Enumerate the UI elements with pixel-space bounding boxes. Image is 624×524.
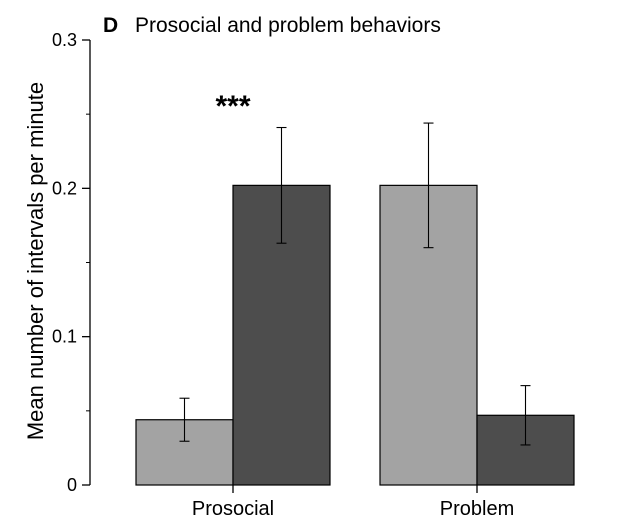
chart-title: Prosocial and problem behaviors bbox=[135, 14, 441, 37]
error-bars bbox=[179, 122, 531, 446]
y-tick-label: 0.3 bbox=[52, 30, 77, 50]
annotations: *** bbox=[215, 90, 250, 123]
bar bbox=[232, 184, 331, 486]
x-tick-label: Prosocial bbox=[192, 498, 274, 520]
y-axis-label: Mean number of intervals per minute bbox=[23, 82, 48, 440]
bars bbox=[135, 184, 575, 486]
y-tick-label: 0.2 bbox=[52, 178, 77, 198]
y-tick-label: 0.1 bbox=[52, 327, 77, 347]
x-axis: Prosocial Problem bbox=[192, 485, 514, 520]
y-tick-label: 0 bbox=[67, 475, 77, 495]
y-axis: 0 0.1 0.2 0.3 bbox=[52, 30, 91, 495]
panel-letter: D bbox=[103, 14, 118, 37]
x-tick-label: Problem bbox=[440, 498, 514, 520]
significance-marker: *** bbox=[215, 90, 250, 123]
